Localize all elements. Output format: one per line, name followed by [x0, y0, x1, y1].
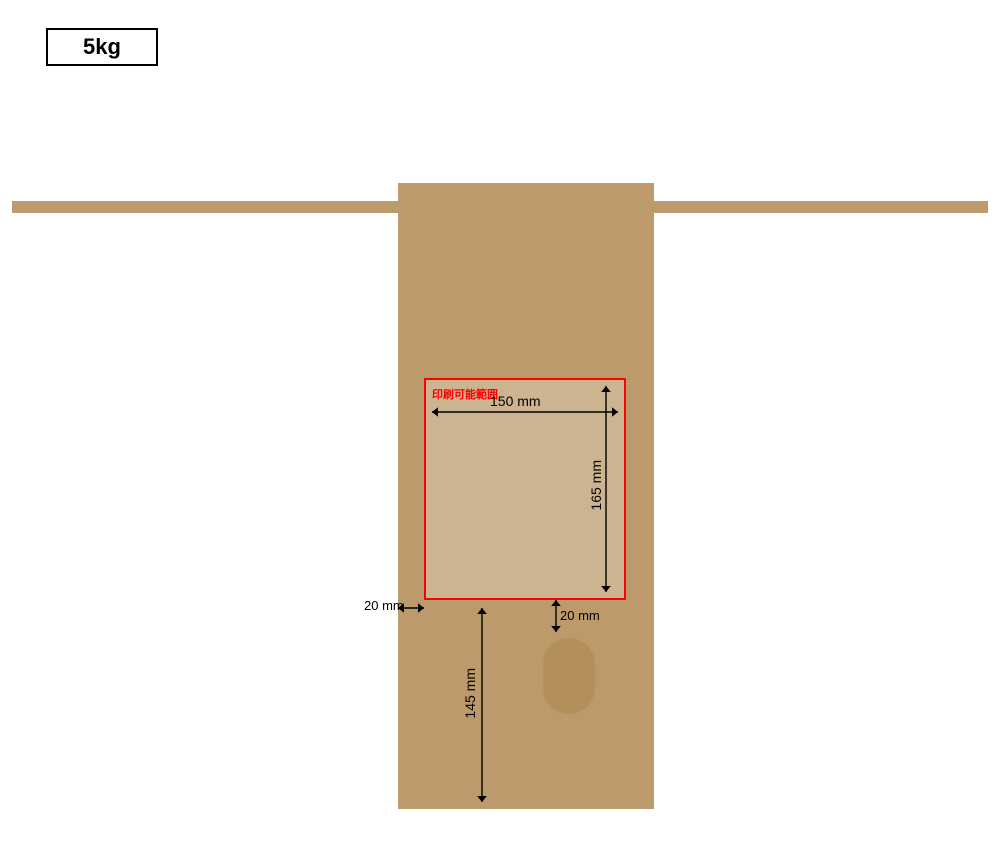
dim-gap-win-20-label: 20 mm: [560, 608, 600, 623]
dim-height-145-label: 145 mm: [462, 668, 478, 719]
dim-height-165-label: 165 mm: [588, 460, 604, 511]
dim-gap-left-20-label: 20 mm: [364, 598, 404, 613]
bag-tie-right: [654, 201, 988, 213]
bag-window-oval: [541, 636, 597, 716]
dim-width-150-label: 150 mm: [490, 393, 541, 409]
bag-tie-left: [12, 201, 398, 213]
size-badge: 5kg: [46, 28, 158, 66]
printable-area-label: 印刷可能範囲: [432, 386, 498, 402]
size-badge-label: 5kg: [83, 34, 121, 59]
diagram-canvas: 5kg 印刷可能範囲 150 mm 165 mm 20 mm 20 mm 145…: [0, 0, 1000, 852]
